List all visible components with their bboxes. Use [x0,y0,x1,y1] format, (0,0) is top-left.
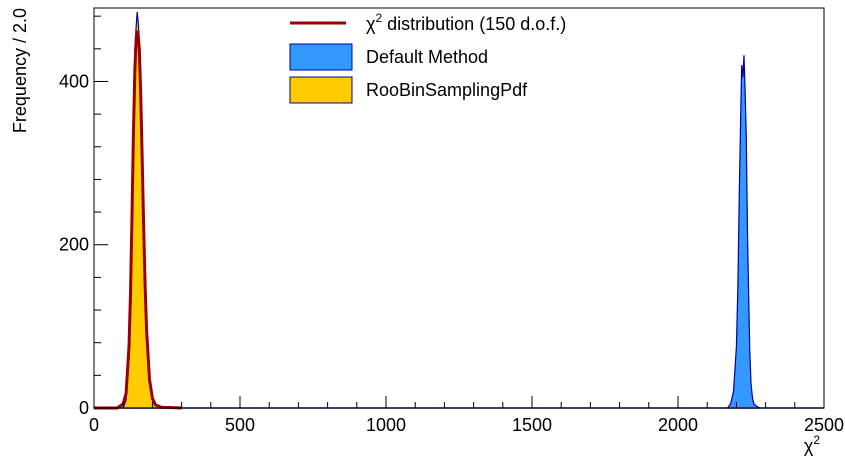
x-axis-label-base: χ [804,436,814,456]
legend-chi2-rest: distribution (150 d.o.f.) [382,14,566,34]
x-tick-label: 1000 [366,415,406,435]
legend-chi2-sup: 2 [375,11,382,25]
legend-label-roobin: RooBinSamplingPdf [366,80,528,100]
x-tick-label: 0 [89,415,99,435]
series-layer [94,12,824,410]
legend-label-default: Default Method [366,47,488,67]
x-tick-label: 2000 [658,415,698,435]
y-axis: 0 200 400 [59,15,108,418]
x-axis-label: χ2 [804,433,820,456]
y-tick-label: 0 [79,398,89,418]
y-tick-label: 400 [59,71,89,91]
legend: χ2 distribution (150 d.o.f.) Default Met… [289,11,566,104]
x-axis: 0 500 1000 1500 2000 2500 [89,396,844,435]
x-tick-label: 1500 [512,415,552,435]
y-axis-label: Frequency / 2.0 [10,8,30,133]
legend-key-default [289,43,353,71]
legend-key-roobin [289,76,353,104]
series-line-chi2 [94,30,182,410]
plot-frame [93,7,825,409]
legend-label-chi2: χ2 distribution (150 d.o.f.) [366,11,566,34]
legend-chi2-base: χ [366,14,376,34]
x-axis-label-sup: 2 [813,433,820,447]
x-tick-label: 500 [225,415,255,435]
y-tick-label: 200 [59,235,89,255]
x-tick-label: 2500 [804,415,844,435]
series-area-default-method [726,55,761,409]
